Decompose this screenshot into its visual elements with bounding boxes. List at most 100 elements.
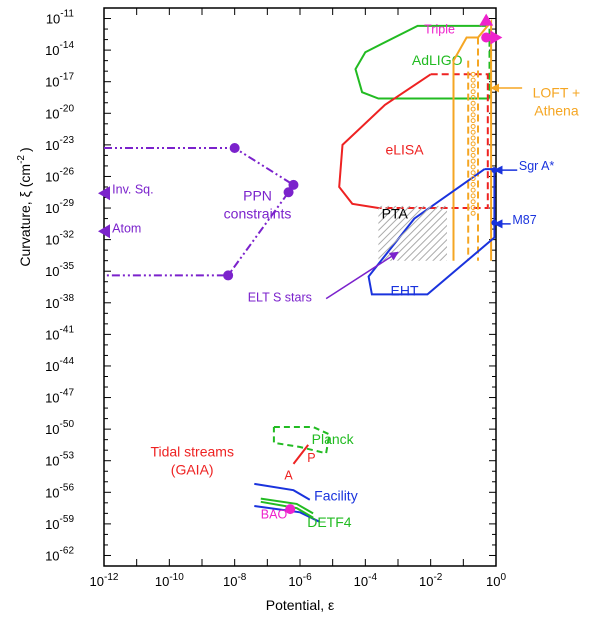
y-tick-label-base: 10 bbox=[46, 12, 60, 27]
loft-label-line: LOFT + bbox=[533, 84, 581, 100]
y-tick-label-base: 10 bbox=[45, 327, 59, 342]
x-tick-label-base: 10 bbox=[288, 574, 302, 589]
y-tick-label-base: 10 bbox=[45, 548, 59, 563]
facility-label: Facility bbox=[314, 488, 358, 504]
y-tick-label-exponent: -23 bbox=[60, 135, 75, 146]
y-tick-label: 10-56 bbox=[45, 482, 74, 500]
y-tick-label-exponent: -59 bbox=[60, 514, 75, 525]
loft-label: LOFT + Athena bbox=[533, 84, 581, 118]
loft-band-dot bbox=[470, 205, 476, 211]
atom-triangle bbox=[98, 224, 110, 239]
invsq-label: Inv. Sq. bbox=[112, 182, 153, 196]
pta-label-line: PTA bbox=[382, 206, 409, 222]
y-tick-label-exponent: -35 bbox=[60, 261, 75, 272]
y-tick-label-base: 10 bbox=[45, 233, 59, 248]
triple-label: Triple bbox=[424, 22, 455, 36]
x-tick-label: 10-2 bbox=[419, 572, 443, 589]
loft-curve bbox=[452, 18, 493, 261]
y-tick-label-exponent: -29 bbox=[60, 198, 75, 209]
x-tick-label-base: 10 bbox=[419, 574, 433, 589]
y-tick-label: 10-62 bbox=[45, 545, 74, 563]
loft-band-dot bbox=[470, 106, 476, 112]
y-tick-label: 10-32 bbox=[45, 230, 74, 248]
y-tick-label: 10-26 bbox=[45, 166, 74, 184]
y-tick-label: 10-50 bbox=[45, 419, 74, 437]
loft-band-dot bbox=[470, 199, 476, 205]
y-tick-label: 10-14 bbox=[45, 40, 74, 58]
x-tick-label-base: 10 bbox=[90, 574, 104, 589]
loft-band-dot bbox=[470, 100, 476, 106]
x-tick-label-base: 10 bbox=[155, 574, 169, 589]
y-tick-label-exponent: -47 bbox=[60, 388, 75, 399]
y-tick-label-base: 10 bbox=[45, 517, 59, 532]
y-tick-label-exponent: -32 bbox=[60, 230, 75, 241]
x-tick-label-base: 10 bbox=[486, 574, 500, 589]
y-tick-label-exponent: -50 bbox=[60, 419, 75, 430]
tidal-label: Tidal streams (GAIA) bbox=[150, 444, 234, 478]
adligo-label: AdLIGO bbox=[412, 52, 463, 68]
y-tick-label-base: 10 bbox=[45, 359, 59, 374]
x-tick-label-exponent: -4 bbox=[368, 572, 377, 583]
y-tick-label-base: 10 bbox=[45, 169, 59, 184]
y-tick-label: 10-38 bbox=[45, 293, 74, 311]
x-tick-label-exponent: -10 bbox=[169, 572, 184, 583]
eht-label-line: EHT bbox=[391, 282, 419, 298]
loft-band-dot bbox=[470, 135, 476, 141]
loft-band-dot bbox=[470, 123, 476, 129]
loft-band-dot bbox=[470, 170, 476, 176]
y-tick-label: 10-41 bbox=[45, 324, 74, 342]
loft-band-dot bbox=[470, 77, 476, 83]
elisa-curve bbox=[338, 73, 432, 209]
ppn-point bbox=[288, 179, 299, 190]
y-tick-label-exponent: -38 bbox=[60, 293, 75, 304]
pta-region bbox=[378, 205, 447, 261]
loft-band-dot bbox=[470, 158, 476, 164]
y-tick-label: 10-17 bbox=[45, 72, 74, 90]
eht-point bbox=[491, 219, 498, 226]
planck-label: Planck bbox=[312, 431, 355, 447]
y-tick-label-base: 10 bbox=[45, 422, 59, 437]
elisa-label: eLISA bbox=[385, 141, 424, 157]
m87-label: M87 bbox=[512, 213, 536, 227]
detf4-label-line: DETF4 bbox=[307, 514, 352, 530]
x-tick-label-exponent: -6 bbox=[303, 572, 312, 583]
y-tick-label: 10-59 bbox=[45, 514, 74, 532]
elt-arrow bbox=[325, 251, 399, 300]
x-tick-label-exponent: -12 bbox=[104, 572, 119, 583]
y-tick-label: 10-53 bbox=[45, 451, 74, 469]
loft-band-dot bbox=[470, 176, 476, 182]
y-tick-label: 10-23 bbox=[45, 135, 74, 153]
y-tick-label-exponent: -20 bbox=[60, 103, 75, 114]
sgra-label: Sgr A* bbox=[519, 159, 555, 173]
y-tick-label: 10-11 bbox=[46, 9, 75, 27]
pta-label: PTA bbox=[382, 206, 409, 222]
y-tick-label-base: 10 bbox=[45, 264, 59, 279]
x-tick-label: 10-6 bbox=[288, 572, 312, 589]
facility-curve bbox=[254, 482, 311, 501]
y-axis-label-close: ) bbox=[17, 147, 33, 152]
loft-band-dot bbox=[470, 141, 476, 147]
x-tick-label: 10-8 bbox=[223, 572, 247, 589]
eht-label: EHT bbox=[391, 282, 419, 298]
adligo-dashed-curve bbox=[481, 24, 491, 99]
bao-label: BAO bbox=[261, 508, 288, 522]
y-tick-label-exponent: -53 bbox=[60, 451, 75, 462]
y-tick-label-base: 10 bbox=[45, 391, 59, 406]
loft-band-dot bbox=[470, 83, 476, 89]
bao-marker bbox=[285, 504, 296, 515]
loft-band-dot bbox=[470, 71, 476, 77]
triple-right-triangle bbox=[490, 30, 503, 45]
loft-band-dot bbox=[470, 94, 476, 100]
y-tick-label: 10-44 bbox=[45, 356, 74, 374]
loft-band-dot bbox=[470, 181, 476, 187]
y-tick-label-exponent: -41 bbox=[60, 324, 75, 335]
y-tick-label-exponent: -56 bbox=[60, 482, 75, 493]
y-tick-label-base: 10 bbox=[45, 485, 59, 500]
planck-label-line: Planck bbox=[312, 431, 355, 447]
y-tick-label: 10-29 bbox=[45, 198, 74, 216]
y-tick-label-base: 10 bbox=[45, 454, 59, 469]
y-tick-label: 10-35 bbox=[45, 261, 74, 279]
loft-band-dot bbox=[470, 187, 476, 193]
y-axis-label-exponent: -2 bbox=[16, 155, 27, 164]
